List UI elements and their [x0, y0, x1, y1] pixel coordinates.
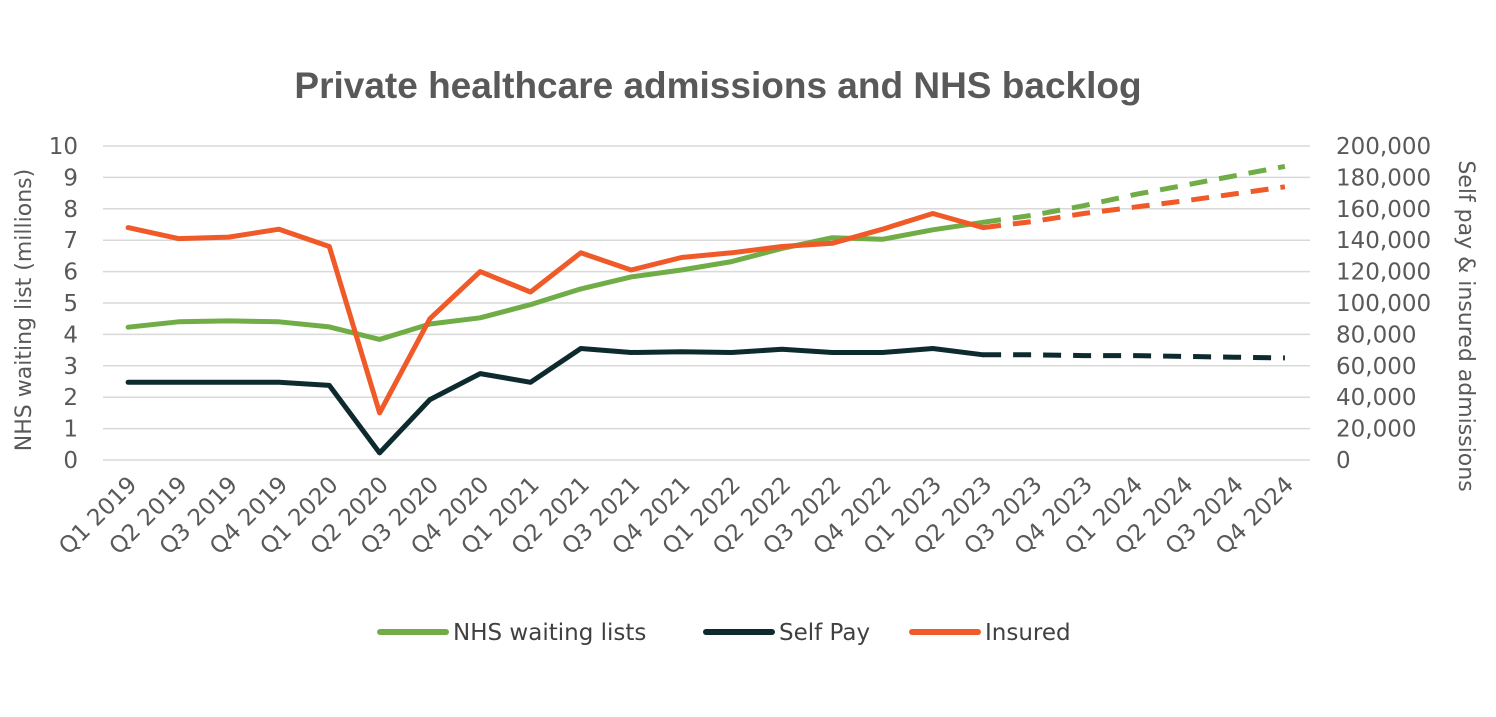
y2-axis-ticks: 0 20,000 40,000 60,000 80,000 100,000 120,000 1…	[1336, 134, 1431, 474]
y2-tick-label: 140,000	[1336, 228, 1431, 254]
series-forecast-insured	[982, 184, 1286, 231]
series-line-self-pay	[125, 346, 986, 456]
y-tick-label: 0	[63, 448, 78, 474]
series-lines	[125, 163, 1286, 456]
y2-tick-label: 120,000	[1336, 260, 1431, 286]
series-forecast-self-pay	[983, 352, 1285, 361]
legend: NHS waiting lists Self Pay Insured	[377, 620, 1071, 646]
y2-tick-label: 20,000	[1336, 417, 1416, 443]
y-tick-label: 7	[63, 228, 78, 254]
y2-tick-label: 40,000	[1336, 385, 1416, 411]
y-axis-title: NHS waiting list (millions)	[12, 169, 37, 451]
y-tick-label: 2	[63, 385, 78, 411]
y-tick-label: 3	[63, 354, 78, 380]
legend-label-self-pay: Self Pay	[779, 620, 870, 646]
legend-label-insured: Insured	[985, 620, 1071, 646]
y-tick-label: 5	[63, 291, 78, 317]
y2-tick-label: 80,000	[1336, 322, 1416, 348]
y2-tick-label: 100,000	[1336, 291, 1431, 317]
y-tick-label: 4	[63, 322, 78, 348]
y-tick-label: 6	[63, 260, 78, 286]
y-tick-label: 10	[49, 134, 78, 160]
y2-tick-label: 200,000	[1336, 134, 1431, 160]
y-tick-label: 1	[63, 417, 78, 443]
y2-tick-label: 60,000	[1336, 354, 1416, 380]
y-axis-ticks: 0 1 2 3 4 5 6 7 8 9 10	[49, 134, 78, 474]
y2-tick-label: 180,000	[1336, 165, 1431, 191]
y2-axis-title: Self pay & insured admissions	[1453, 160, 1478, 491]
series-forecast-nhs-waiting-lists	[982, 163, 1286, 225]
legend-label-nhs-waiting-lists: NHS waiting lists	[453, 620, 646, 646]
series-line-nhs-waiting-lists	[125, 219, 986, 342]
series-line-insured	[125, 211, 986, 416]
y2-tick-label: 0	[1336, 448, 1351, 474]
chart-title: Private healthcare admissions and NHS ba…	[294, 65, 1141, 106]
y2-tick-label: 160,000	[1336, 197, 1431, 223]
gridlines	[103, 145, 1310, 461]
y-tick-label: 9	[63, 165, 78, 191]
y-tick-label: 8	[63, 197, 78, 223]
